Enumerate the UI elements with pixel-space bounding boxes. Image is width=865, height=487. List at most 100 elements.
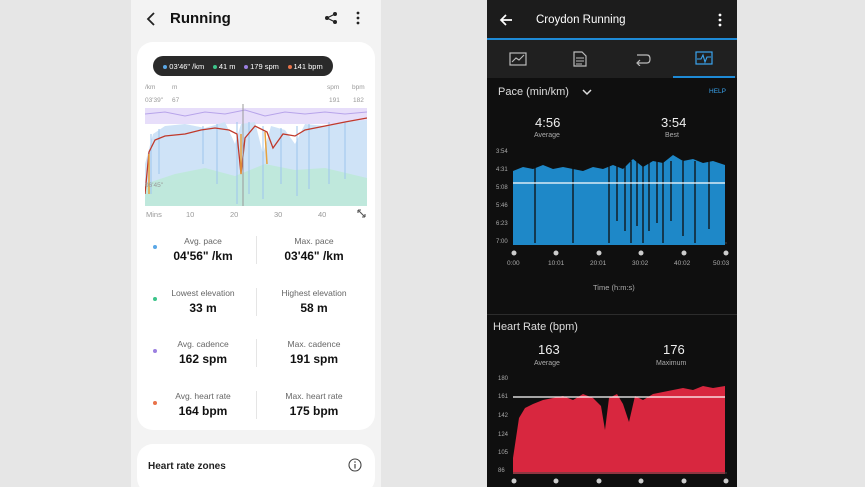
heart-rate-area [513,386,725,474]
stat-max-pace: Max. pace 03'46" /km [264,236,364,263]
chevron-down-icon[interactable] [581,87,593,97]
pace-area [513,155,725,245]
pace-x-tick: 40:02 [674,260,691,267]
elevation-stat-dot-icon [153,297,157,301]
stat-value: 04'56" /km [173,249,233,263]
hr-average-value: 163 [538,342,560,357]
axis-pace-top: 03'39" [145,97,164,104]
stat-value: 162 spm [178,352,228,366]
help-link[interactable]: HELP [709,88,726,95]
stat-label: Max. pace [294,236,334,246]
tab-charts[interactable] [673,40,735,78]
stat-label: Avg. pace [184,236,222,246]
stat-value: 175 bpm [289,404,339,418]
axis-heart-rate-top: 182 [353,97,364,104]
divider [256,391,257,419]
tab-stats[interactable] [549,40,611,78]
tooltip-heart-rate: 141 bpm [293,61,323,71]
expand-icon[interactable] [357,209,366,218]
heart-rate-dot-icon [287,64,292,69]
document-icon [573,51,587,67]
multi-metric-chart[interactable] [145,104,367,206]
laps-icon [636,54,651,66]
divider [256,288,257,316]
pace-best-value: 3:54 [661,115,687,130]
samsung-health-screen: Running 03'46" /km 41 m 179 spm 141 bpm … [131,0,381,487]
axis-pace-bottom: 06'45" [145,182,164,189]
cadence-area [145,108,367,124]
pace-dropouts [534,161,710,243]
back-arrow-icon[interactable] [499,13,513,27]
pace-x-axis-label: Time (h:m:s) [593,283,635,292]
pace-y-tick: 7:00 [496,239,508,245]
x-tick-10: 10 [186,210,195,219]
info-icon[interactable] [348,458,362,472]
section-divider [487,314,737,315]
chart-tooltip: 03'46" /km 41 m 179 spm 141 bpm [153,56,333,76]
cadence-stat-dot-icon [153,349,157,353]
tab-overview[interactable] [487,40,549,78]
stat-value: 164 bpm [178,404,228,418]
garmin-connect-screen: Croydon Running Pace (min/km) HELP 4:56 … [487,0,737,487]
axis-unit-pace: /km [145,84,156,91]
tooltip-elevation: 41 m [218,61,236,71]
stat-label: Avg. heart rate [175,391,231,401]
divider [256,339,257,367]
stat-value: 58 m [300,301,328,315]
hr-y-tick: 180 [498,376,509,382]
pace-x-tick: 0:00 [507,260,520,267]
hr-zones-card[interactable]: Heart rate zones [137,444,375,487]
charts-icon [695,51,713,65]
heart-rate-chart[interactable] [513,378,727,474]
x-tick-40: 40 [318,210,327,219]
overview-icon [509,52,527,66]
stat-label: Lowest elevation [171,288,235,298]
stat-avg-heart-rate: Avg. heart rate 164 bpm [153,391,253,418]
stat-value: 03'46" /km [284,249,344,263]
stat-avg-cadence: Avg. cadence 162 spm [153,339,253,366]
pace-header[interactable]: Pace (min/km) [498,86,569,98]
x-axis-label: Mins [146,210,162,219]
hr-maximum-value: 176 [663,342,685,357]
pace-y-tick: 4:31 [496,167,508,173]
app-header: Croydon Running [487,0,737,40]
orange-spikes [148,131,268,194]
more-options-icon[interactable] [355,11,361,25]
pace-chart[interactable] [513,151,727,245]
share-icon[interactable] [324,11,338,25]
pace-dot-icon [163,64,168,69]
cadence-line [145,109,367,117]
stat-value: 33 m [189,301,217,315]
heart-rate-header: Heart Rate (bpm) [493,321,578,333]
tab-laps[interactable] [611,40,673,78]
elevation-area [145,164,367,206]
axis-unit-elevation: m [172,84,178,91]
pace-x-tick: 10:01 [548,260,565,267]
elevation-dot-icon [212,64,217,69]
stat-highest-elevation: Highest elevation 58 m [264,288,364,315]
divider [256,236,257,264]
hr-y-tick: 86 [498,468,505,474]
more-options-icon[interactable] [717,13,723,27]
stat-lowest-elevation: Lowest elevation 33 m [153,288,253,315]
axis-unit-cadence: spm [327,84,340,91]
stat-avg-pace: Avg. pace 04'56" /km [153,236,253,263]
stat-max-heart-rate: Max. heart rate 175 bpm [264,391,364,418]
tooltip-pace: 03'46" /km [169,61,205,71]
page-title: Running [170,10,231,27]
hr-maximum-label: Maximum [656,360,687,367]
page-title: Croydon Running [536,14,626,26]
activity-tabs [487,40,737,78]
hr-y-tick: 142 [498,413,509,419]
cadence-dot-icon [244,64,249,69]
pace-average-value: 4:56 [535,115,561,130]
hr-zones-label: Heart rate zones [148,461,226,472]
hr-y-tick: 124 [498,432,509,438]
heart-rate-stat-dot-icon [153,401,157,405]
stat-label: Max. heart rate [285,391,343,401]
stat-label: Max. cadence [287,339,341,349]
stat-max-cadence: Max. cadence 191 spm [264,339,364,366]
pace-y-tick: 3:54 [496,149,508,155]
back-arrow-icon[interactable] [145,11,157,27]
axis-elevation-top: 67 [172,97,180,104]
